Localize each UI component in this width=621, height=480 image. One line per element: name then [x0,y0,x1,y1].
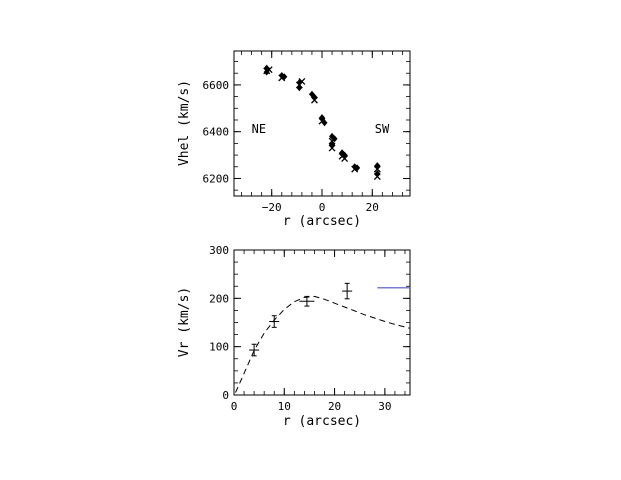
vhel-cross-point [373,165,381,173]
vhel-ticks: −20 0 20 6200 6400 6600 [203,51,410,214]
vr-y-tick-label: 200 [209,292,229,305]
vhel-cross-point [298,77,306,85]
vhel-diamond-point [331,135,338,143]
vr-data-points [249,282,353,357]
vr-model-curve [235,295,411,393]
vhel-cross-point [265,66,273,74]
vhel-cross-point [310,96,318,104]
vhel-y-tick-label: 6600 [203,79,230,92]
vr-y-axis-label: Vr (km/s) [177,287,192,357]
vr-y-tick-label: 100 [209,341,229,354]
vhel-x-tick-label: 0 [319,201,326,214]
vr-x-axis-label: r (arcsec) [283,414,361,429]
vhel-data-points [263,64,381,181]
vr-data-point [299,295,315,307]
vhel-cross-point [373,173,381,181]
vhel-diamond-point [354,164,361,172]
vhel-x-tick-label: −20 [262,201,282,214]
vr-x-tick-label: 30 [378,400,391,413]
vhel-y-axis-label: Vhel (km/s) [177,80,192,166]
vr-x-tick-label: 10 [278,400,291,413]
vr-plot-frame [233,249,411,396]
vr-y-tick-label: 300 [209,244,229,257]
vhel-diamond-point [329,141,336,149]
vhel-cross-point [328,144,336,152]
vhel-diamond-point [321,119,328,127]
vr-x-tick-label: 0 [231,400,238,413]
vr-data-point [269,315,280,328]
vhel-y-tick-label: 6400 [203,126,230,139]
vr-data-point [249,343,260,357]
vr-y-tick-label: 0 [222,389,229,402]
vhel-y-tick-label: 6200 [203,172,230,185]
vr-model-curve-group [235,295,411,393]
ne-annotation: NE [252,122,266,136]
vhel-panel: −20 0 20 6200 6400 6600 NE SW r (arcsec) Vhel… [177,50,411,229]
sw-annotation: SW [375,122,390,136]
vhel-diamond-point [374,162,381,170]
vhel-cross-point [341,155,349,163]
vhel-x-axis-label: r (arcsec) [283,214,361,229]
vr-x-tick-label: 20 [328,400,341,413]
vhel-x-tick-label: 20 [366,201,379,214]
vr-data-point [342,282,353,300]
vhel-diamond-point [296,84,303,92]
vhel-diamond-point [281,73,288,81]
